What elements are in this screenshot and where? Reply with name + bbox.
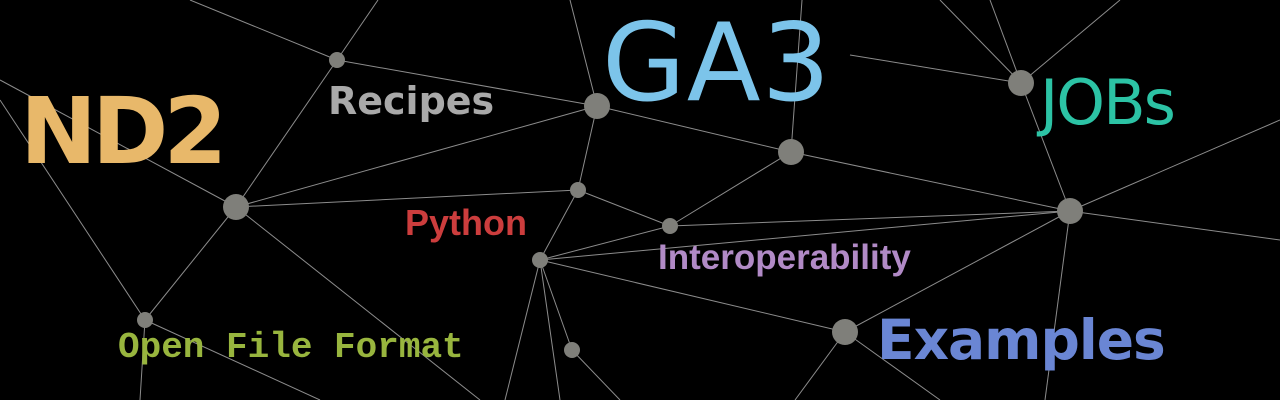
network-edge (790, 151, 1071, 212)
network-edge (1069, 119, 1280, 212)
network-node (570, 182, 586, 198)
network-edge (144, 319, 321, 400)
interoperability-label: Interoperability (658, 238, 911, 277)
network-edge (144, 206, 237, 321)
network-edge (539, 189, 579, 261)
network-edge (235, 206, 481, 400)
network-edge (569, 0, 598, 107)
python-label: Python (405, 202, 527, 243)
network-edge (235, 59, 338, 208)
network-node (584, 93, 610, 119)
open-file-format-label: Open File Format (118, 327, 464, 368)
network-edge (939, 0, 1022, 84)
network-edge (539, 259, 561, 400)
network-edge (849, 54, 1022, 84)
network-edge (669, 151, 792, 227)
ga3-label: GA3 (602, 1, 832, 126)
network-node (1008, 70, 1034, 96)
network-edge (844, 331, 941, 400)
network-edge (669, 210, 1071, 227)
network-edge (539, 210, 1071, 261)
network-node (329, 52, 345, 68)
network-edge (539, 259, 573, 351)
network-node (564, 342, 580, 358)
network-edge (189, 0, 338, 61)
network-node (137, 312, 153, 328)
network-edge (336, 0, 379, 61)
network-edge (539, 225, 671, 261)
network-edge (1020, 0, 1121, 84)
nd2-label: ND2 (20, 78, 227, 185)
network-edge (139, 319, 146, 400)
network-edge (844, 210, 1071, 333)
network-edge (790, 0, 803, 153)
network-edge (1069, 210, 1280, 241)
network-node (1057, 198, 1083, 224)
network-edge (235, 105, 598, 208)
network-node (532, 252, 548, 268)
network-edge (0, 99, 146, 321)
examples-label: Examples (877, 308, 1166, 372)
recipes-label: Recipes (328, 79, 495, 123)
network-node (223, 194, 249, 220)
network-node (778, 139, 804, 165)
network-edge (577, 189, 671, 227)
jobs-label: JOBs (1040, 66, 1176, 139)
network-edge (596, 105, 792, 153)
network-node (662, 218, 678, 234)
network-edge (539, 259, 846, 333)
network-edge (0, 79, 237, 208)
network-nodes (137, 52, 1083, 358)
network-edge (336, 59, 598, 107)
network-edge (989, 0, 1022, 84)
network-edge (1020, 82, 1071, 212)
network-edge (577, 105, 598, 191)
network-edge (235, 189, 579, 208)
network-edge (794, 331, 846, 400)
network-edge (571, 349, 621, 400)
network-edge (1044, 210, 1071, 400)
network-edge (504, 259, 541, 400)
network-node (832, 319, 858, 345)
